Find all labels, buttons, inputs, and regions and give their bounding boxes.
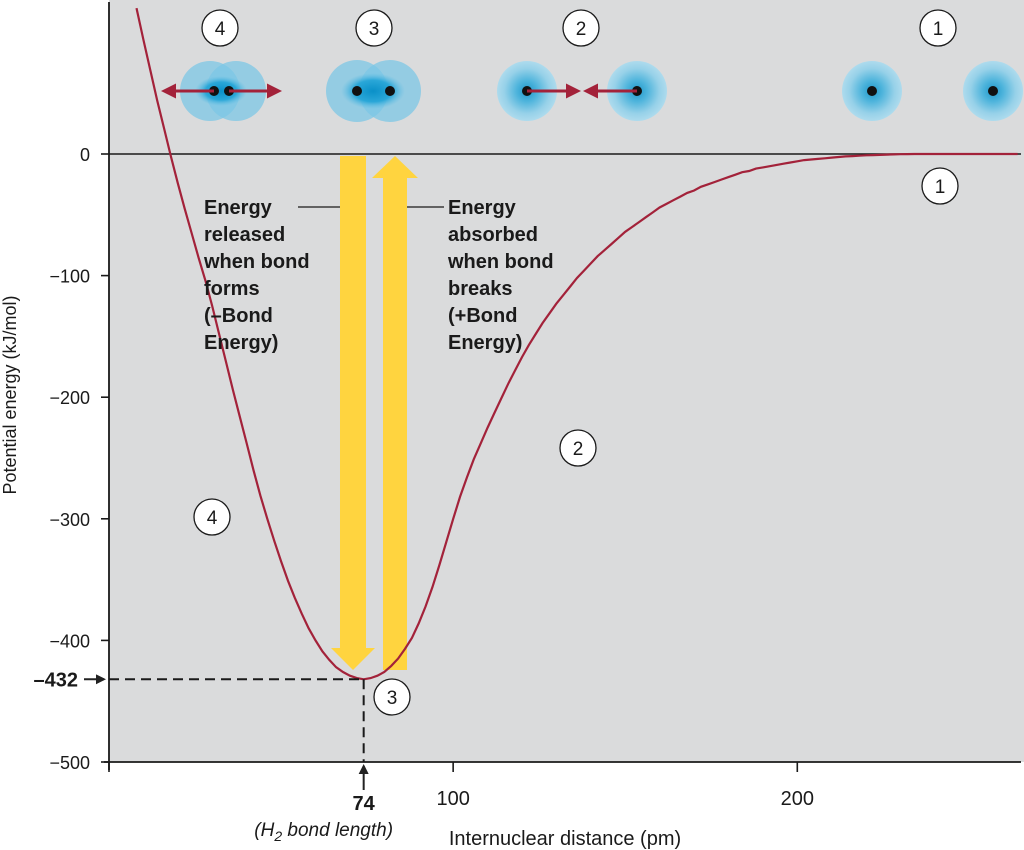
released-label-line: when bond [203,251,310,273]
absorbed-label-line: absorbed [448,224,538,246]
atom-diagram-label-3: 3 [355,9,393,47]
atom-diagram-label-4: 4 [201,9,239,47]
released-label-line: (–Bond [204,305,273,327]
minimum-x-note: (H2 bond length) [254,820,393,844]
curve-marker-2: 2 [559,429,597,467]
y-tick-label: −200 [49,388,90,408]
atom-diagram-1 [842,61,1023,121]
released-label-line: Energy [204,197,273,219]
absorbed-label-line: (+Bond [448,305,517,327]
y-tick-label: −400 [49,631,90,651]
atom-diagram-label-2: 2 [562,9,600,47]
y-tick-label: −300 [49,510,90,530]
y-axis-label: Potential energy (kJ/mol) [0,295,20,494]
absorbed-label-line: when bond [447,251,554,273]
y-tick-label: 0 [80,145,90,165]
y-tick-label: −100 [49,267,90,287]
svg-text:4: 4 [215,19,226,40]
curve-marker-3: 3 [373,678,411,716]
energy-arrows [331,156,418,670]
released-label-line: released [204,224,285,246]
curve-markers: 1 2 3 4 4 3 2 1 [193,9,959,716]
potential-energy-curve [135,7,1018,681]
x-axis-label: Internuclear distance (pm) [449,828,681,850]
curve-marker-1: 1 [921,167,959,205]
atom-diagram-3 [326,60,421,122]
svg-text:2: 2 [573,439,584,460]
released-label-line: Energy) [204,332,278,354]
released-label-line: forms [204,278,260,300]
absorbed-label-line: breaks [448,278,513,300]
svg-text:4: 4 [207,508,218,529]
svg-text:3: 3 [369,19,380,40]
minimum-x-label: 74 [353,793,376,815]
svg-text:3: 3 [387,688,398,709]
arrow-labels: Energy released when bond forms (–Bond Energy… [203,197,554,354]
minimum-y-label: –432 [34,669,79,691]
atom-diagrams [161,60,1023,122]
atom-diagram-label-1: 1 [919,9,957,47]
energy-absorbed-arrow [372,156,418,670]
y-tick-label: −500 [49,753,90,773]
plot-background [109,0,1024,762]
atom-diagram-2 [497,61,667,121]
svg-text:2: 2 [576,19,587,40]
curve-marker-4: 4 [193,498,231,536]
x-tick-label: 100 [436,788,469,810]
absorbed-label-line: Energy) [448,332,522,354]
minimum-guides: –432 74 (H2 bond length) [34,669,394,844]
atom-diagram-4 [161,61,282,121]
x-tick-label: 200 [781,788,814,810]
svg-text:1: 1 [935,177,946,198]
x-axis-ticks: 100 200 [108,762,814,810]
energy-released-arrow [331,156,375,670]
svg-text:1: 1 [933,19,944,40]
absorbed-label-line: Energy [448,197,517,219]
y-axis-ticks: 0 −100 −200 −300 −400 −500 [49,145,109,773]
